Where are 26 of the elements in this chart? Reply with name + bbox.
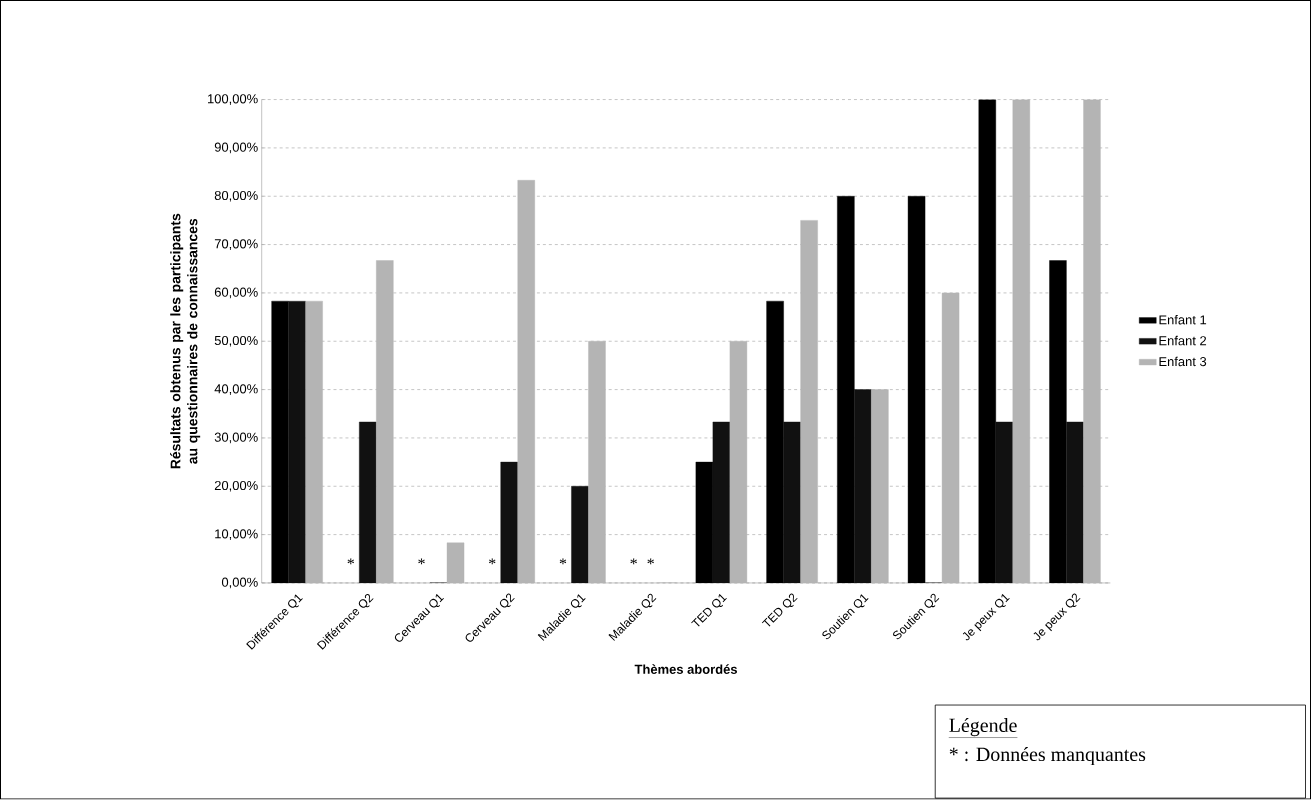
- y-tick-label: 60,00%: [214, 287, 258, 299]
- y-tick-label: 70,00%: [214, 239, 258, 251]
- annotation: *: [559, 558, 567, 565]
- legend-label: Enfant 2: [1159, 336, 1207, 346]
- x-tick-label: TED Q1: [691, 594, 727, 627]
- annotation: *: [418, 558, 425, 565]
- x-axis-title: Thèmes abordés: [634, 664, 737, 675]
- annotation: *: [347, 558, 354, 565]
- y-tick-label: 10,00%: [215, 529, 258, 541]
- y-tick-label: 20,00%: [214, 481, 258, 492]
- text: Légende: [949, 718, 1017, 737]
- annotation: *: [489, 558, 496, 565]
- y-tick-label: 30,00%: [214, 432, 258, 444]
- legend-label: Enfant 3: [1159, 356, 1207, 367]
- y-tick-label: 80,00%: [214, 191, 258, 202]
- y-tick-label: 0,00%: [221, 577, 258, 589]
- annotation: *: [630, 558, 637, 565]
- text: * : Données manquantes: [949, 747, 1146, 766]
- annotation: *: [647, 558, 654, 565]
- x-tick-label: TED Q2: [761, 593, 798, 627]
- y-tick-label: 50,00%: [214, 336, 258, 347]
- y-axis-title: Résultats obtenus par les participants au questionnaires de connaissances: [170, 214, 201, 469]
- legend-label: Enfant 1: [1159, 315, 1207, 325]
- y-tick-label: 40,00%: [214, 384, 258, 396]
- y-tick-label: 100,00%: [208, 94, 258, 106]
- y-tick-label: 90,00%: [214, 142, 258, 154]
